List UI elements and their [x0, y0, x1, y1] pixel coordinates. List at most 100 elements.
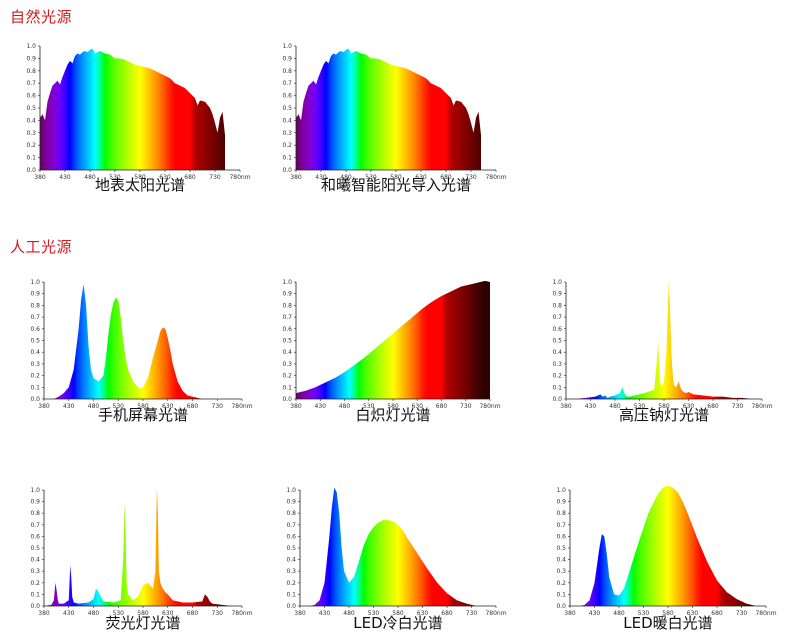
x-tick-label: 430: [585, 403, 597, 410]
y-tick-label: 0.8: [552, 302, 562, 309]
x-tick-label: 730: [732, 403, 744, 410]
x-tick-label: 530: [109, 174, 121, 181]
x-tick-label: 580: [392, 610, 404, 617]
y-tick-label: 0.4: [552, 349, 562, 356]
x-tick-label: 530: [113, 610, 125, 617]
y-tick-label: 0.3: [552, 361, 562, 368]
y-tick-label: 0.0: [30, 603, 40, 610]
y-tick-label: 0.2: [282, 373, 292, 380]
x-tick-label: 430: [59, 174, 71, 181]
x-tick-label: 680: [711, 610, 723, 617]
spectrum-chart-3: 0.0 0.1 0.2 0.3 0.4 0.5 0.6 0.7 0.8 0.9 1.0 380 430 4…: [282, 279, 500, 410]
chart-caption: 高压钠灯光谱: [618, 406, 709, 424]
x-tick-label: 580: [137, 403, 149, 410]
x-tick-label: 730: [460, 403, 472, 410]
y-tick-label: 0.3: [282, 130, 292, 137]
chart-caption: 地表太阳光谱: [94, 176, 185, 194]
y-tick-label: 0.2: [282, 142, 292, 149]
x-tick-label: 630: [415, 174, 427, 181]
spectrum-plot: 0.0 0.1 0.2 0.3 0.4 0.5 0.6 0.7 0.8 0.9 1.0 380 430 4…: [552, 279, 772, 410]
y-tick-label: 0.4: [286, 557, 296, 564]
x-tick-label: 580: [658, 403, 670, 410]
spectrum-area: [40, 48, 225, 171]
x-tick-label: 780nm: [231, 403, 252, 410]
spectrum-area: [44, 487, 233, 606]
y-tick-label: 1.0: [30, 279, 40, 286]
y-tick-label: 0.8: [282, 302, 292, 309]
x-tick-label: 630: [159, 174, 171, 181]
y-tick-label: 0.9: [26, 55, 36, 62]
spectrum-chart-4: 0.0 0.1 0.2 0.3 0.4 0.5 0.6 0.7 0.8 0.9 1.0 380 430 4…: [552, 279, 772, 410]
x-tick-label: 480: [343, 610, 355, 617]
section-title-natural: 自然光源: [10, 8, 73, 26]
y-tick-label: 0.2: [286, 580, 296, 587]
y-tick-label: 0.9: [552, 291, 562, 298]
x-tick-label: 630: [162, 610, 174, 617]
spectrum-area: [579, 485, 757, 606]
spectrum-chart-0: 0.0 0.1 0.2 0.3 0.4 0.5 0.6 0.7 0.8 0.9 1.0 380 430 4…: [26, 43, 250, 181]
y-tick-label: 0.9: [30, 499, 40, 506]
x-tick-label: 680: [441, 610, 453, 617]
y-tick-label: 0.4: [30, 557, 40, 564]
x-tick-label: 780nm: [485, 174, 506, 181]
y-tick-label: 0.1: [552, 384, 562, 391]
y-tick-label: 0.0: [282, 396, 292, 403]
x-tick-label: 730: [736, 610, 748, 617]
x-tick-label: 580: [134, 174, 146, 181]
y-tick-label: 0.6: [30, 533, 40, 540]
y-tick-label: 0.6: [556, 533, 566, 540]
x-tick-label: 630: [687, 610, 699, 617]
x-tick-label: 730: [465, 174, 477, 181]
spectrum-area: [53, 284, 203, 399]
y-tick-label: 0.8: [286, 510, 296, 517]
chart-caption: 荧光灯光谱: [105, 614, 181, 632]
x-tick-label: 730: [212, 610, 224, 617]
y-tick-label: 1.0: [30, 487, 40, 494]
spectrum-plot: 0.0 0.1 0.2 0.3 0.4 0.5 0.6 0.7 0.8 0.9 1.0 380 430 4…: [556, 485, 777, 617]
x-tick-label: 780nm: [755, 610, 776, 617]
x-tick-label: 630: [683, 403, 695, 410]
y-tick-label: 0.3: [26, 130, 36, 137]
y-tick-label: 0.1: [282, 384, 292, 391]
y-tick-label: 0.0: [26, 167, 36, 174]
y-tick-label: 0.6: [282, 93, 292, 100]
y-tick-label: 0.0: [286, 603, 296, 610]
y-tick-label: 1.0: [286, 487, 296, 494]
y-tick-label: 0.6: [282, 326, 292, 333]
x-tick-label: 380: [38, 403, 50, 410]
y-tick-label: 0.8: [30, 302, 40, 309]
y-tick-label: 0.1: [282, 155, 292, 162]
y-tick-label: 0.2: [552, 373, 562, 380]
y-tick-label: 0.5: [282, 105, 292, 112]
y-tick-label: 1.0: [282, 279, 292, 286]
x-tick-label: 380: [564, 610, 576, 617]
y-tick-label: 0.3: [30, 568, 40, 575]
y-tick-label: 0.4: [30, 349, 40, 356]
x-tick-label: 430: [63, 403, 75, 410]
y-tick-label: 1.0: [26, 43, 36, 50]
y-tick-label: 0.6: [26, 93, 36, 100]
x-tick-label: 630: [162, 403, 174, 410]
y-tick-label: 0.4: [282, 349, 292, 356]
y-tick-label: 0.5: [30, 545, 40, 552]
chart-caption: 手机屏幕光谱: [97, 406, 188, 424]
y-tick-label: 0.7: [30, 522, 40, 529]
y-tick-label: 0.5: [30, 338, 40, 345]
y-tick-label: 0.5: [26, 105, 36, 112]
spectrum-chart-1: 0.0 0.1 0.2 0.3 0.4 0.5 0.6 0.7 0.8 0.9 1.0 380 430 4…: [282, 43, 506, 181]
spectrum-plot: 0.0 0.1 0.2 0.3 0.4 0.5 0.6 0.7 0.8 0.9 1.0 380 430 4…: [282, 279, 500, 410]
x-tick-label: 580: [137, 610, 149, 617]
x-tick-label: 730: [209, 174, 221, 181]
y-tick-label: 0.8: [556, 510, 566, 517]
x-tick-label: 530: [634, 403, 646, 410]
chart-caption: 和曦智能阳光导入光谱: [320, 176, 471, 194]
x-tick-label: 680: [440, 174, 452, 181]
spectrum-plot: 0.0 0.1 0.2 0.3 0.4 0.5 0.6 0.7 0.8 0.9 1.0 380 430 4…: [26, 43, 250, 181]
y-tick-label: 0.7: [282, 80, 292, 87]
x-tick-label: 480: [88, 610, 100, 617]
y-tick-label: 0.2: [30, 373, 40, 380]
y-tick-label: 0.1: [30, 591, 40, 598]
x-tick-label: 780nm: [231, 610, 252, 617]
y-tick-label: 0.3: [286, 568, 296, 575]
y-tick-label: 0.2: [26, 142, 36, 149]
